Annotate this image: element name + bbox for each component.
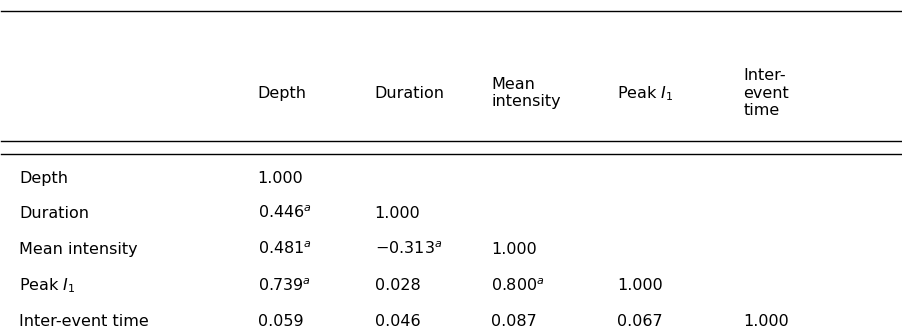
Text: 1.000: 1.000	[374, 206, 420, 220]
Text: Inter-
event
time: Inter- event time	[743, 68, 789, 118]
Text: Mean intensity: Mean intensity	[19, 242, 138, 257]
Text: 0.067: 0.067	[617, 314, 663, 329]
Text: 1.000: 1.000	[492, 242, 538, 257]
Text: −0.313$^a$: −0.313$^a$	[374, 241, 442, 257]
Text: 1.000: 1.000	[617, 278, 663, 293]
Text: Inter-event time: Inter-event time	[19, 314, 149, 329]
Text: 0.059: 0.059	[258, 314, 303, 329]
Text: Mean
intensity: Mean intensity	[492, 77, 561, 110]
Text: Depth: Depth	[19, 171, 69, 186]
Text: Duration: Duration	[374, 86, 445, 101]
Text: Duration: Duration	[19, 206, 89, 220]
Text: 1.000: 1.000	[258, 171, 303, 186]
Text: 0.446$^a$: 0.446$^a$	[258, 205, 312, 221]
Text: 0.481$^a$: 0.481$^a$	[258, 241, 312, 257]
Text: 0.800$^a$: 0.800$^a$	[492, 277, 545, 293]
Text: 0.028: 0.028	[374, 278, 420, 293]
Text: Depth: Depth	[258, 86, 307, 101]
Text: 0.739$^a$: 0.739$^a$	[258, 277, 310, 293]
Text: Peak $I_1$: Peak $I_1$	[19, 276, 76, 294]
Text: 0.087: 0.087	[492, 314, 538, 329]
Text: Peak $I_1$: Peak $I_1$	[617, 84, 674, 103]
Text: 1.000: 1.000	[743, 314, 789, 329]
Text: 0.046: 0.046	[374, 314, 420, 329]
